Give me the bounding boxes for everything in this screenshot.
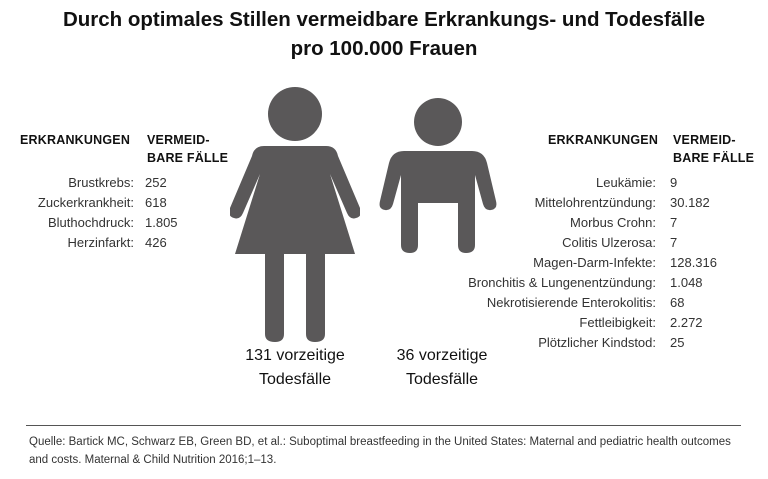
cases-value: 128.316 xyxy=(670,255,717,270)
table-row: Nekrotisierende Enterokolitis: 68 xyxy=(430,293,750,313)
women-deaths-text: 131 vorzeitige Todesfälle xyxy=(225,344,365,392)
disease-label: Magen-Darm-Infekte: xyxy=(533,255,656,270)
cases-value: 426 xyxy=(145,235,167,250)
table-row: Herzinfarkt: 426 xyxy=(20,233,215,253)
cases-value: 1.048 xyxy=(670,275,703,290)
women-diseases-table: Brustkrebs: 252 Zuckerkrankheit: 618 Bluth… xyxy=(20,173,215,253)
divider xyxy=(26,425,741,426)
disease-label: Zuckerkrankheit: xyxy=(37,195,134,210)
left-header-cases-line1: VERMEID- xyxy=(147,133,210,147)
disease-label: Brustkrebs: xyxy=(68,175,134,190)
cases-value: 618 xyxy=(145,195,167,210)
disease-label: Morbus Crohn: xyxy=(570,215,656,230)
table-row: Morbus Crohn: 7 xyxy=(430,213,750,233)
source-citation: Quelle: Bartick MC, Schwarz EB, Green BD… xyxy=(29,436,731,466)
cases-value: 7 xyxy=(670,235,678,250)
cases-value: 68 xyxy=(670,295,685,310)
child-icon xyxy=(379,98,497,253)
disease-label: Leukämie: xyxy=(596,175,656,190)
left-header-cases-line2: BARE FÄLLE xyxy=(147,151,229,165)
disease-label: Mittelohrentzündung: xyxy=(534,195,656,210)
child-deaths-line1: 36 vorzeitige xyxy=(396,347,488,364)
cases-value: 30.182 xyxy=(670,195,710,210)
page-subtitle: pro 100.000 Frauen xyxy=(290,37,478,60)
table-row: Bronchitis & Lungenentzündung: 1.048 xyxy=(430,273,750,293)
cases-value: 252 xyxy=(145,175,167,190)
child-diseases-table: Leukämie: 9 Mittelohrentzündung: 30.182 Mo… xyxy=(430,173,750,353)
right-header-diseases: ERKRANKUNGEN xyxy=(548,133,659,147)
table-row: Zuckerkrankheit: 618 xyxy=(20,193,215,213)
disease-label: Fettleibigkeit: xyxy=(579,315,656,330)
table-row: Fettleibigkeit: 2.272 xyxy=(430,313,750,333)
disease-label: Herzinfarkt: xyxy=(67,235,134,250)
child-deaths-line2: Todesfälle xyxy=(405,371,479,388)
right-header-cases-line1: VERMEID- xyxy=(673,133,736,147)
left-header-diseases: ERKRANKUNGEN xyxy=(20,133,131,147)
table-row: Magen-Darm-Infekte: 128.316 xyxy=(430,253,750,273)
cases-value: 25 xyxy=(670,335,685,350)
cases-value: 9 xyxy=(670,175,678,190)
table-row: Plötzlicher Kindstod: 25 xyxy=(430,333,750,353)
cases-value: 2.272 xyxy=(670,315,703,330)
disease-label: Colitis Ulzerosa: xyxy=(562,235,656,250)
disease-label: Nekrotisierende Enterokolitis: xyxy=(486,295,656,310)
table-row: Leukämie: 9 xyxy=(430,173,750,193)
cases-value: 1.805 xyxy=(145,215,178,230)
table-row: Bluthochdruck: 1.805 xyxy=(20,213,215,233)
cases-value: 7 xyxy=(670,215,678,230)
table-row: Brustkrebs: 252 xyxy=(20,173,215,193)
disease-label: Plötzlicher Kindstod: xyxy=(538,335,656,350)
table-row: Colitis Ulzerosa: 7 xyxy=(430,233,750,253)
child-deaths-text: 36 vorzeitige Todesfälle xyxy=(372,344,512,392)
women-deaths-line2: Todesfälle xyxy=(258,371,332,388)
disease-label: Bronchitis & Lungenentzündung: xyxy=(468,275,656,290)
page-title: Durch optimales Stillen vermeidbare Erkr… xyxy=(62,8,706,31)
disease-label: Bluthochdruck: xyxy=(48,215,134,230)
women-deaths-line1: 131 vorzeitige xyxy=(245,347,345,364)
right-header-cases-line2: BARE FÄLLE xyxy=(673,151,755,165)
woman-icon xyxy=(230,87,360,342)
table-row: Mittelohrentzündung: 30.182 xyxy=(430,193,750,213)
